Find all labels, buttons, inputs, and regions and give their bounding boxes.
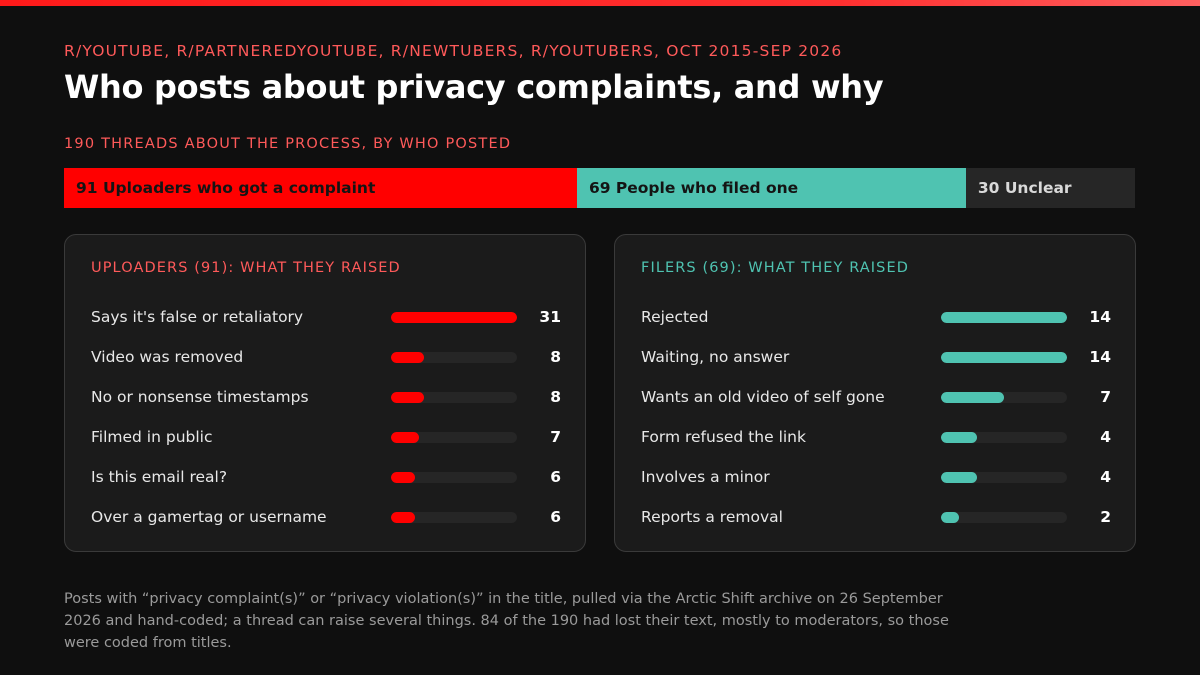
uploaders-value-label: 7: [550, 428, 561, 446]
filers-row: Waiting, no answer 14: [641, 338, 1111, 378]
filers-panel-title: FILERS (69): WHAT THEY RAISED: [641, 260, 910, 276]
filers-bar-track: [941, 472, 1067, 483]
filers-value-label: 4: [1100, 428, 1111, 446]
uploaders-value-label: 8: [550, 388, 561, 406]
filers-row: Involves a minor 4: [641, 458, 1111, 498]
filers-value-label: 14: [1089, 348, 1111, 366]
filers-bar: [941, 312, 1067, 323]
filers-value-label: 7: [1100, 388, 1111, 406]
uploaders-bar: [391, 392, 424, 403]
filers-row-label: Rejected: [641, 308, 709, 326]
segment-uploaders: 91 Uploaders who got a complaint: [64, 168, 577, 208]
filers-row-label: Wants an old video of self gone: [641, 388, 885, 406]
filers-bar: [941, 512, 959, 523]
filers-value-label: 4: [1100, 468, 1111, 486]
uploaders-value-label: 8: [550, 348, 561, 366]
filers-row: Reports a removal 2: [641, 498, 1111, 538]
uploaders-bar: [391, 432, 420, 443]
filers-row: Wants an old video of self gone 7: [641, 378, 1111, 418]
filers-bar-track: [941, 432, 1067, 443]
poster-split-bar: 91 Uploaders who got a complaint 69 Peopl…: [64, 168, 1135, 208]
uploaders-bar-track: [391, 472, 517, 483]
filers-row-label: Reports a removal: [641, 508, 783, 526]
uploaders-value-label: 6: [550, 468, 561, 486]
uploaders-row: Is this email real? 6: [91, 458, 561, 498]
uploaders-panel: UPLOADERS (91): WHAT THEY RAISED Says it…: [64, 234, 586, 552]
filers-bar-track: [941, 512, 1067, 523]
methodology-footnote: Posts with “privacy complaint(s)” or “pr…: [64, 591, 949, 651]
uploaders-panel-title: UPLOADERS (91): WHAT THEY RAISED: [91, 260, 401, 276]
filers-bar: [941, 432, 977, 443]
filers-row-label: Waiting, no answer: [641, 348, 790, 366]
filers-bar: [941, 352, 1067, 363]
uploaders-value-label: 6: [550, 508, 561, 526]
uploaders-bar: [391, 352, 424, 363]
filers-panel: FILERS (69): WHAT THEY RAISED Rejected 14…: [614, 234, 1136, 552]
filers-bar-track: [941, 392, 1067, 403]
uploaders-row: Video was removed 8: [91, 338, 561, 378]
uploaders-row-label: Over a gamertag or username: [91, 508, 327, 526]
segment-unclear: 30 Unclear: [965, 168, 1135, 208]
uploaders-bar: [391, 512, 416, 523]
filers-row: Form refused the link 4: [641, 418, 1111, 458]
source-kicker: R/YOUTUBE, R/PARTNEREDYOUTUBE, R/NEWTUBE…: [64, 42, 843, 60]
uploaders-row-label: No or nonsense timestamps: [91, 388, 309, 406]
split-bar-title: 190 THREADS ABOUT THE PROCESS, BY WHO PO…: [64, 136, 512, 152]
uploaders-bar-track: [391, 512, 517, 523]
uploaders-bar: [391, 472, 416, 483]
uploaders-row: Filmed in public 7: [91, 418, 561, 458]
uploaders-row-label: Video was removed: [91, 348, 244, 366]
uploaders-row: No or nonsense timestamps 8: [91, 378, 561, 418]
filers-bar-track: [941, 352, 1067, 363]
uploaders-row-label: Says it's false or retaliatory: [91, 308, 304, 326]
uploaders-bar-track: [391, 392, 517, 403]
filers-row-label: Involves a minor: [641, 468, 770, 486]
filers-bar-track: [941, 312, 1067, 323]
filers-row-label: Form refused the link: [641, 428, 806, 446]
uploaders-bar-track: [391, 432, 517, 443]
uploaders-bar: [391, 312, 517, 323]
uploaders-row-label: Filmed in public: [91, 428, 213, 446]
filers-bar: [941, 472, 977, 483]
filers-value-label: 2: [1100, 508, 1111, 526]
uploaders-row: Says it's false or retaliatory 31: [91, 298, 561, 338]
uploaders-row-label: Is this email real?: [91, 468, 228, 486]
filers-row: Rejected 14: [641, 298, 1111, 338]
page-title: Who posts about privacy complaints, and …: [64, 68, 884, 106]
filers-value-label: 14: [1089, 308, 1111, 326]
uploaders-value-label: 31: [539, 308, 561, 326]
uploaders-bar-track: [391, 352, 517, 363]
filers-bar: [941, 392, 1004, 403]
uploaders-bar-track: [391, 312, 517, 323]
uploaders-row: Over a gamertag or username 6: [91, 498, 561, 538]
segment-filers: 69 People who filed one: [576, 168, 966, 208]
top-accent-stripe: [0, 0, 1200, 6]
